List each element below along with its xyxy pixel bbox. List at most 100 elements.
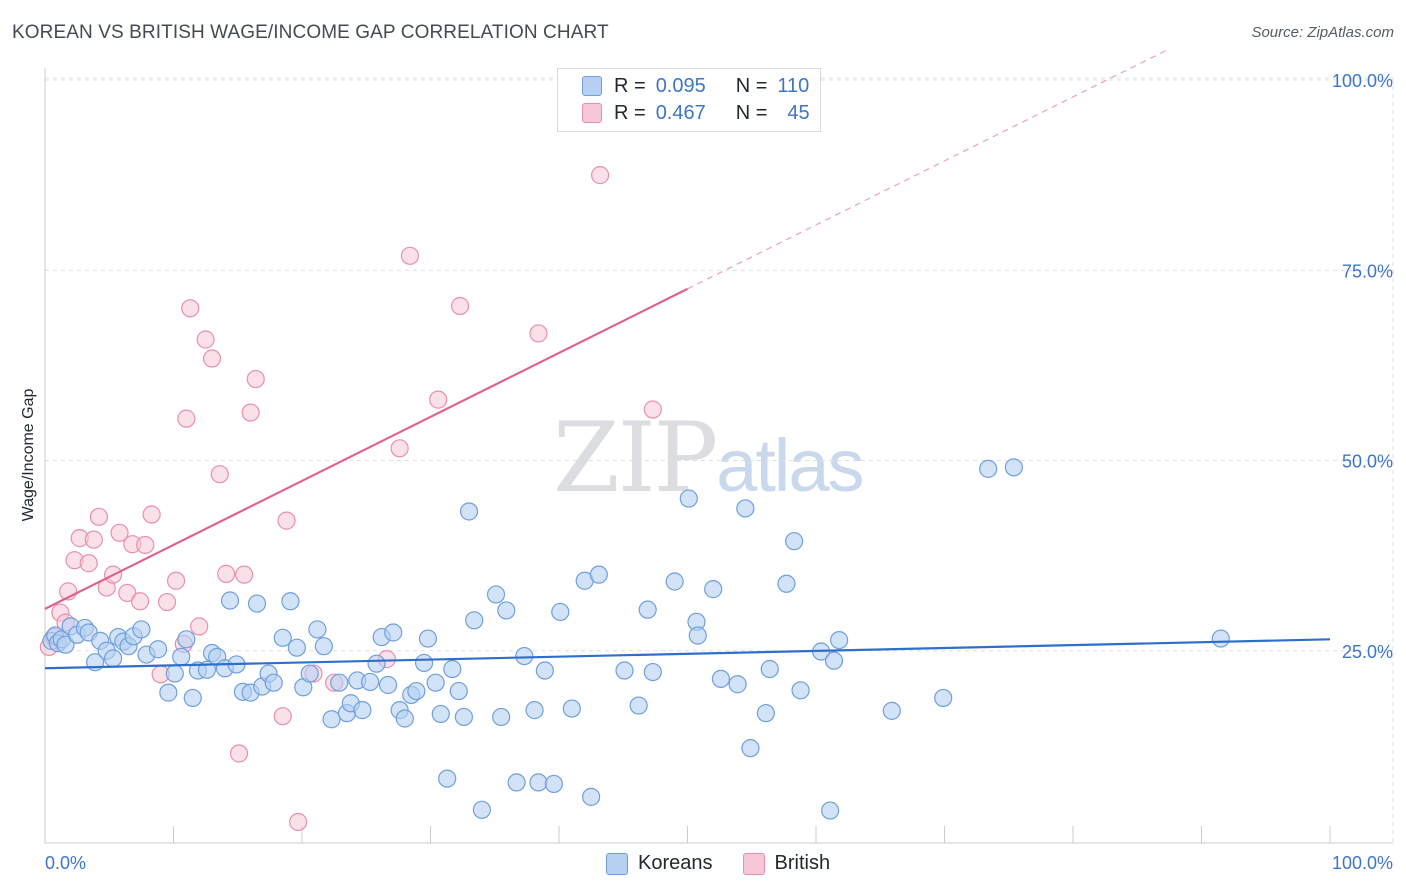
korean-point	[395, 709, 414, 728]
british-legend-swatch	[742, 852, 765, 875]
british-point	[118, 583, 137, 603]
korean-point	[264, 673, 283, 692]
grid-layer	[44, 77, 1394, 843]
korean-point	[582, 787, 601, 806]
koreans-swatch	[582, 76, 602, 96]
korean-point	[711, 669, 731, 689]
korean-point	[882, 701, 901, 720]
british-point	[277, 511, 296, 530]
korean-point	[1004, 458, 1023, 477]
british-point	[429, 390, 448, 409]
koreans-legend-swatch	[606, 852, 628, 875]
korean-point	[322, 710, 341, 729]
korean-point	[830, 630, 849, 650]
korean-point	[589, 565, 608, 584]
british-point	[136, 535, 155, 555]
korean-point	[638, 600, 657, 619]
korean-point	[665, 572, 684, 591]
korean-point	[314, 637, 333, 656]
korean-point	[515, 646, 534, 666]
korean-point	[361, 672, 380, 692]
legend-r-label: R =	[614, 74, 646, 97]
correlation-legend: R = 0.095 N = 110 R = 0.467 N = 45	[557, 68, 821, 132]
y-tick-label: 50.0%	[1342, 452, 1393, 472]
british-point	[196, 330, 215, 349]
british-point	[89, 507, 109, 526]
british-points	[39, 166, 662, 832]
british-point	[235, 565, 254, 584]
korean-point	[629, 696, 648, 715]
korean-point	[247, 594, 267, 613]
legend-item-british[interactable]: British	[742, 852, 830, 875]
koreans-trend-line	[44, 638, 1331, 670]
british-point	[217, 564, 236, 583]
korean-point	[507, 773, 526, 792]
british-point	[229, 744, 249, 763]
korean-point	[353, 701, 372, 720]
korean-point	[418, 629, 438, 648]
korean-point	[756, 704, 775, 723]
y-tick-label: 75.0%	[1342, 261, 1393, 281]
korean-point	[643, 662, 662, 682]
british-point	[400, 246, 420, 265]
korean-point	[777, 574, 796, 593]
korean-point	[525, 701, 544, 720]
british-point	[110, 523, 129, 542]
british-point	[177, 409, 196, 428]
korean-point	[281, 592, 300, 611]
legend-r-label: R =	[614, 101, 646, 124]
british-point	[157, 592, 177, 612]
korean-point	[562, 699, 581, 718]
series-legend: Koreans British	[606, 852, 860, 875]
legend-n-label: N =	[735, 101, 768, 124]
axis-layer	[44, 68, 1393, 844]
korean-point	[741, 739, 760, 758]
source-credit: Source: ZipAtlas.com	[1251, 24, 1394, 41]
british-point	[142, 505, 161, 524]
korean-point	[544, 774, 563, 794]
legend-n-label: N =	[735, 74, 768, 97]
korean-point	[183, 688, 202, 708]
korean-point	[497, 601, 516, 620]
korean-point	[172, 647, 191, 666]
korean-point	[104, 649, 123, 668]
korean-point	[159, 683, 178, 702]
british-point	[643, 400, 662, 419]
korean-point	[535, 661, 554, 680]
korean-point	[426, 673, 445, 692]
x-tick-label-max: 100.0%	[1332, 853, 1393, 873]
british-point	[190, 617, 209, 636]
british-point	[210, 465, 229, 484]
x-tick-label-min: 0.0%	[45, 853, 86, 873]
british-point	[202, 349, 222, 368]
legend-item-koreans[interactable]: Koreans	[606, 852, 713, 875]
y-tick-label: 100.0%	[1332, 71, 1393, 91]
korean-point	[1211, 629, 1230, 648]
korean-point	[449, 681, 468, 701]
korean-point	[551, 602, 570, 622]
british-swatch	[582, 103, 602, 123]
korean-point	[736, 499, 755, 518]
korean-point	[273, 628, 292, 647]
british-point	[130, 592, 150, 611]
korean-point	[979, 459, 998, 478]
korean-point	[785, 532, 804, 551]
koreans-legend-label: Koreans	[638, 852, 713, 874]
british-point	[450, 296, 470, 316]
korean-point	[615, 661, 634, 680]
korean-point	[378, 675, 398, 695]
korean-point	[459, 502, 479, 521]
trend-layer	[44, 49, 1331, 670]
british-point	[591, 166, 610, 185]
korean-point	[300, 664, 319, 683]
british-point	[529, 324, 548, 343]
british-point	[289, 812, 308, 832]
korean-point	[486, 585, 506, 604]
y-tick-label: 25.0%	[1342, 642, 1393, 662]
korean-point	[728, 675, 747, 694]
korean-point	[165, 664, 184, 683]
korean-point	[760, 659, 779, 679]
british-point	[79, 554, 98, 573]
korean-point	[791, 681, 810, 700]
korean-point	[934, 688, 953, 708]
